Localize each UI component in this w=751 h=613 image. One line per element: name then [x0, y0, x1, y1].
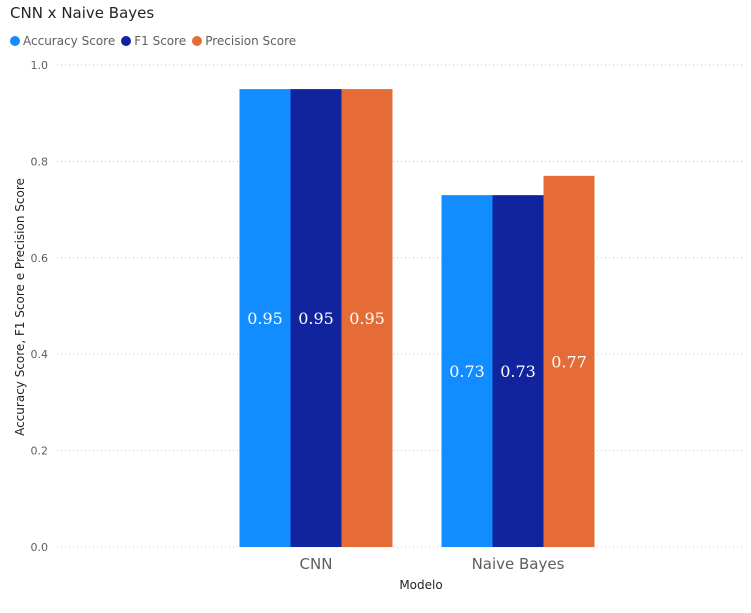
legend-label-precision: Precision Score	[205, 34, 297, 48]
data-label: 0.73	[500, 362, 536, 381]
y-tick-label: 0.2	[31, 445, 49, 458]
bar-precision-cnn[interactable]	[341, 89, 393, 547]
x-tick-label: CNN	[300, 555, 333, 573]
y-tick-label: 0.6	[31, 252, 49, 265]
bar-f1-cnn[interactable]	[290, 89, 342, 547]
y-tick-label: 1.0	[31, 59, 49, 72]
chart-title: CNN x Naive Bayes	[10, 4, 155, 22]
bar-f1-naive-bayes[interactable]	[492, 195, 544, 547]
bar-precision-naive-bayes[interactable]	[543, 175, 595, 548]
bar-accuracy-naive-bayes[interactable]	[441, 195, 493, 547]
x-axis-title: Modelo	[399, 578, 443, 592]
data-label: 0.95	[247, 309, 283, 328]
data-label: 0.95	[298, 309, 334, 328]
legend-item-f1[interactable]: F1 Score	[121, 34, 186, 48]
legend-item-accuracy[interactable]: Accuracy Score	[10, 34, 115, 48]
legend-label-f1: F1 Score	[134, 34, 187, 48]
x-tick-label: Naive Bayes	[472, 555, 565, 573]
legend-item-precision[interactable]: Precision Score	[192, 34, 296, 48]
data-label: 0.73	[449, 362, 485, 381]
legend-swatch-precision	[192, 36, 203, 46]
y-tick-label: 0.4	[31, 348, 49, 361]
data-label: 0.95	[349, 309, 385, 328]
y-tick-label: 0.0	[31, 541, 49, 554]
legend: Accuracy Score F1 Score Precision Score	[10, 34, 302, 48]
y-tick-label: 0.8	[31, 155, 49, 168]
legend-label-accuracy: Accuracy Score	[23, 34, 116, 48]
legend-swatch-f1	[121, 36, 132, 46]
bar-accuracy-cnn[interactable]	[239, 89, 291, 547]
data-label: 0.77	[551, 352, 587, 371]
legend-swatch-accuracy	[10, 36, 20, 46]
